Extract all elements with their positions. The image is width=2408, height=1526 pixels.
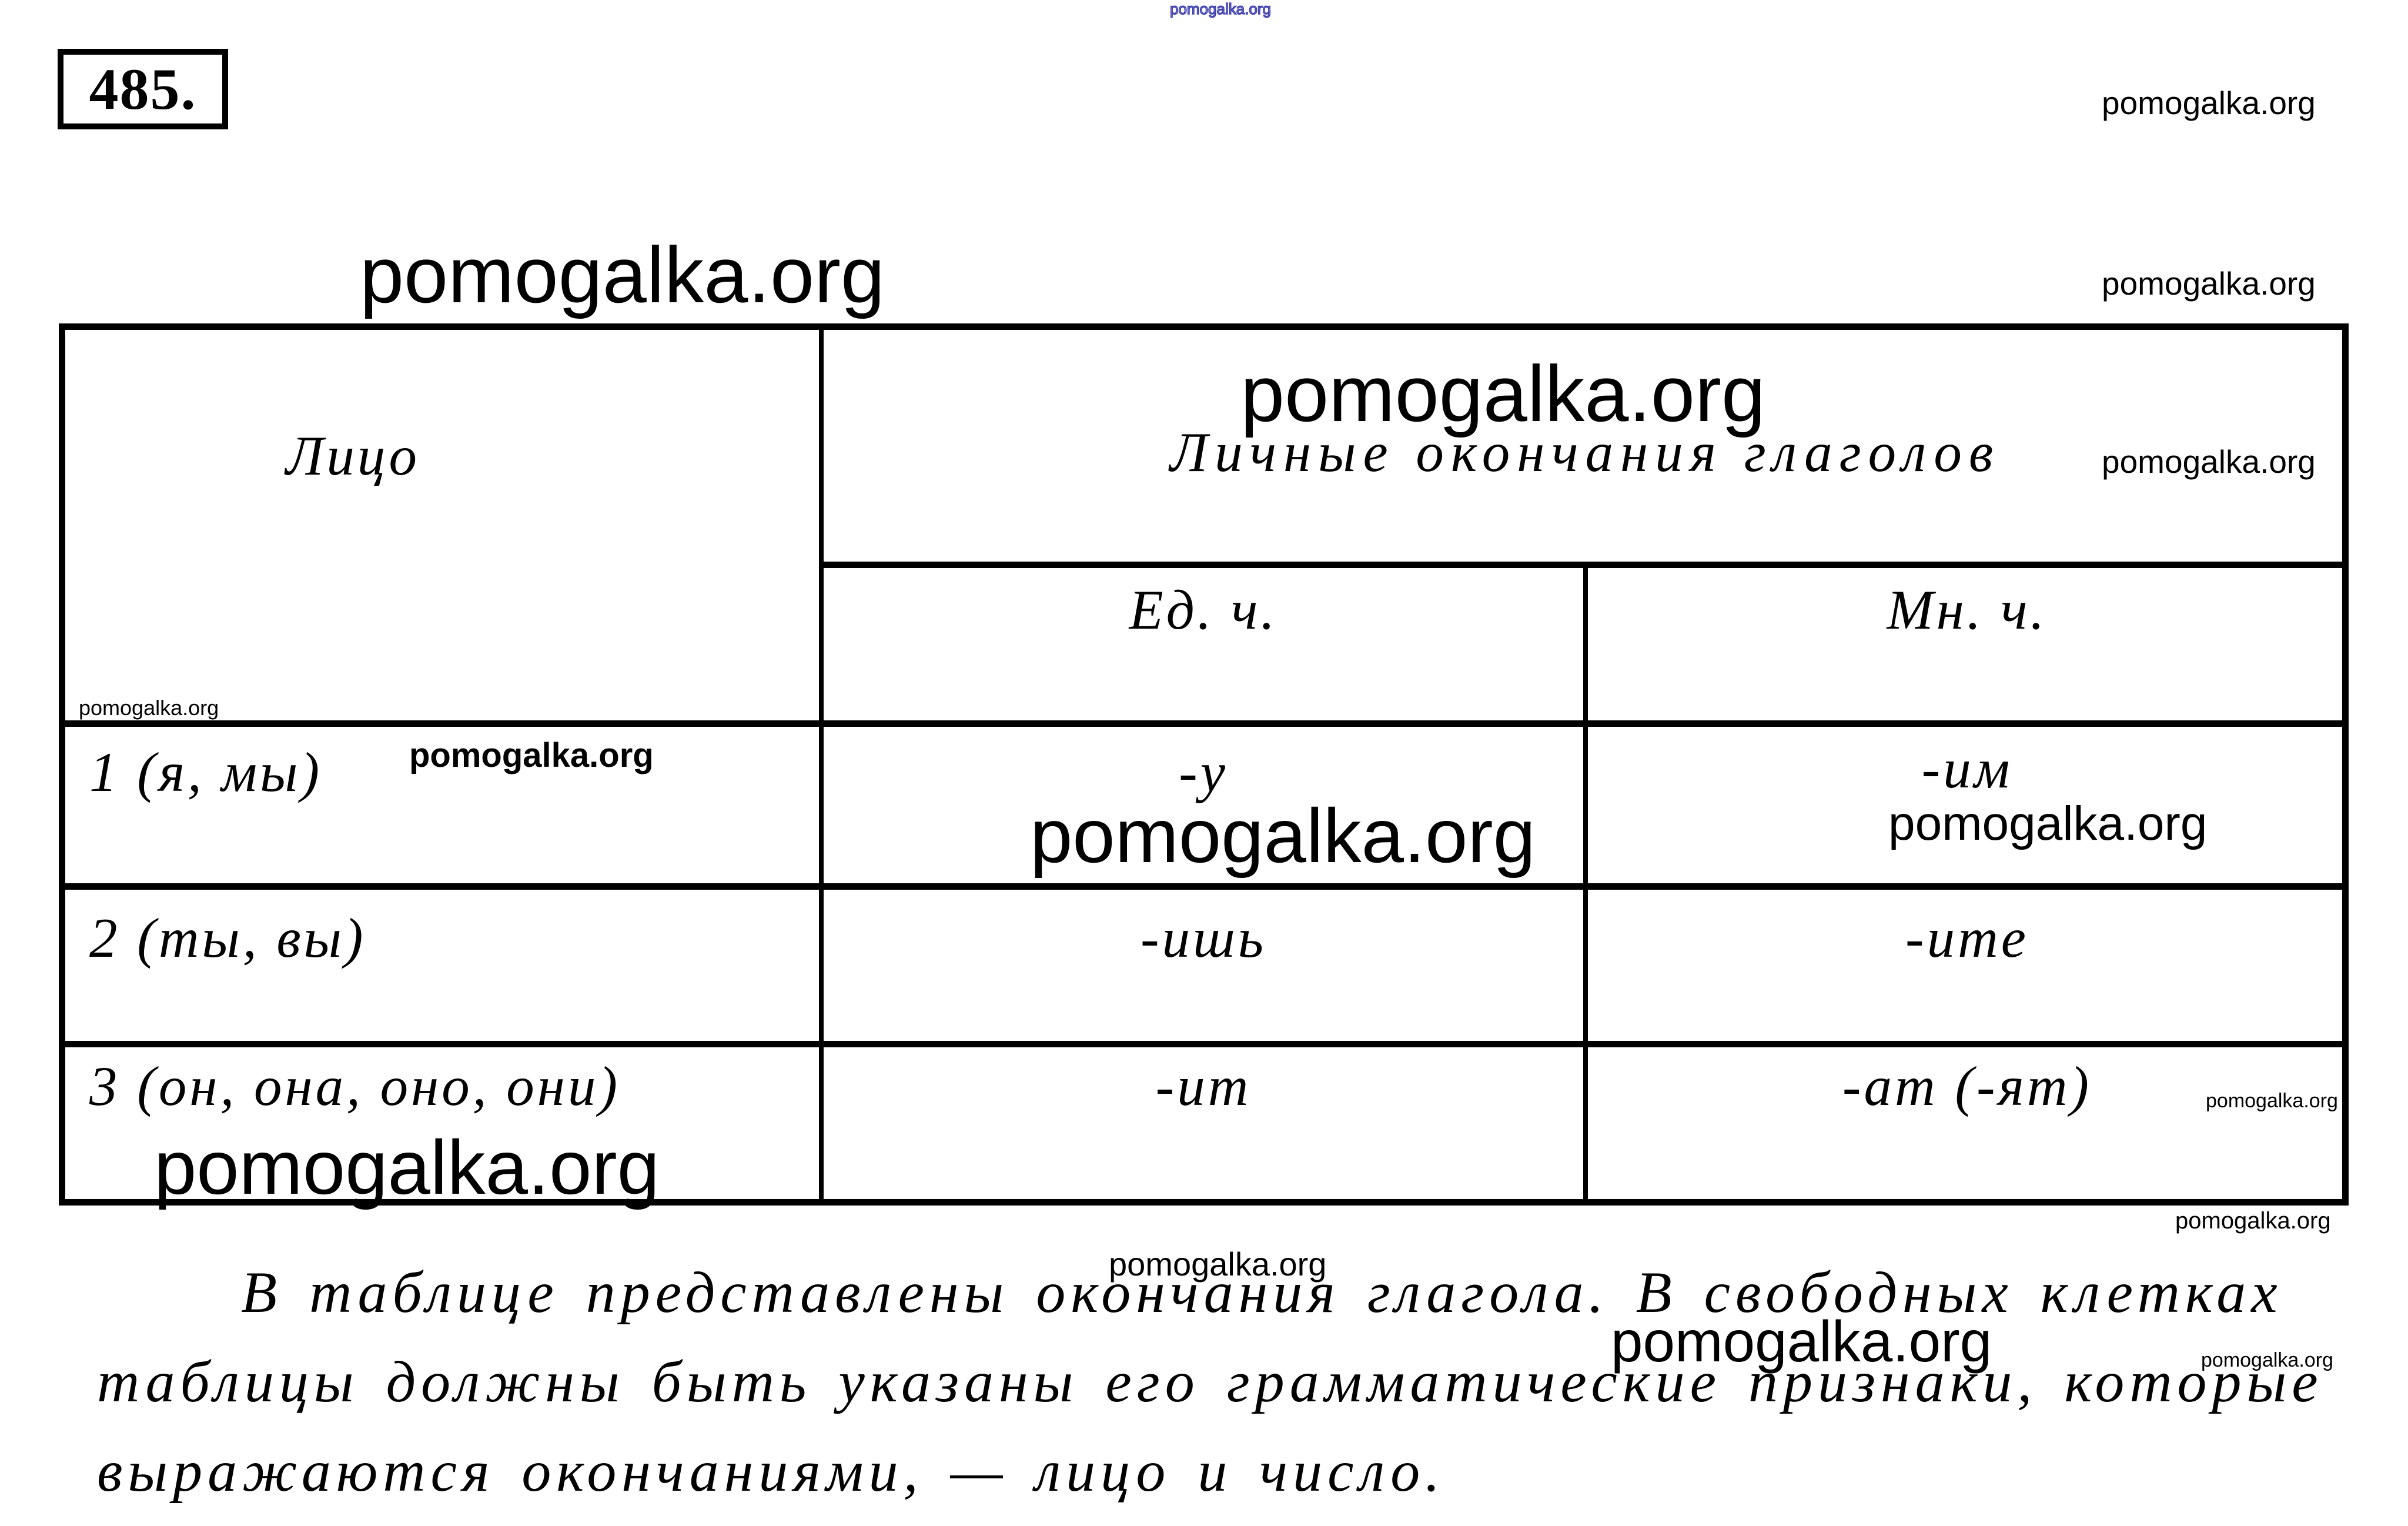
watermark-pomogalka-row3-right: pomogalka.org xyxy=(2206,1090,2338,1112)
table-hline-row2 xyxy=(59,883,2349,890)
table-vline-col1 xyxy=(819,323,824,1206)
watermark-pomogalka-paragraph-mid: pomogalka.org xyxy=(1611,1309,1992,1374)
table-header-plural: Мн. ч. xyxy=(1887,579,2048,641)
watermark-pomogalka-row1-plural: pomogalka.org xyxy=(1888,797,2208,850)
watermark-pomogalka-row1-label: pomogalka.org xyxy=(409,736,654,774)
watermark-pomogalka-paragraph-top: pomogalka.org xyxy=(1109,1245,1327,1283)
table-row3-plural-ending: -ат (-ят) xyxy=(1842,1055,2092,1117)
table-row1-plural-ending: -им xyxy=(1921,737,2013,800)
table-row2-plural-ending: -ите xyxy=(1905,907,2029,969)
table-header-person: Лицо xyxy=(286,425,420,487)
table-outer-border xyxy=(59,323,2349,1206)
watermark-pomogalka-above-table-right: pomogalka.org xyxy=(2102,265,2316,302)
paragraph-line-3: выражаются окончаниями, — лицо и число. xyxy=(97,1438,1446,1504)
watermark-pomogalka-header: pomogalka.org xyxy=(1240,349,1766,438)
table-hline-subheader xyxy=(821,562,2349,568)
table-row3-singular-ending: -ит xyxy=(1155,1055,1252,1117)
watermark-pomogalka-below-table: pomogalka.org xyxy=(2175,1208,2331,1234)
watermark-pomogalka-header-right: pomogalka.org xyxy=(2102,443,2316,480)
watermark-pomogalka-top-blue: pomogalka.org xyxy=(1169,0,1272,18)
paragraph-line-2: таблицы должны быть указаны его граммати… xyxy=(97,1349,2323,1414)
watermark-pomogalka-row1-singular: pomogalka.org xyxy=(1030,793,1536,879)
table-hline-row1 xyxy=(59,720,2349,727)
watermark-pomogalka-row3-label: pomogalka.org xyxy=(154,1124,660,1210)
paragraph-line-1: В таблице представлены окончания глагола… xyxy=(241,1260,2283,1325)
table-hline-row3 xyxy=(59,1041,2349,1047)
exercise-number-box: 485. xyxy=(58,49,228,129)
watermark-pomogalka-top-right: pomogalka.org xyxy=(2102,85,2316,121)
table-row1-singular-ending: -у xyxy=(1179,741,1228,803)
exercise-number: 485. xyxy=(89,56,197,122)
table-row3-label: 3 (он, она, оно, они) xyxy=(89,1055,621,1117)
table-header-title: Личные окончания глаголов xyxy=(1169,421,2001,483)
table-row2-singular-ending: -ишь xyxy=(1140,907,1267,969)
watermark-pomogalka-row1-top-left: pomogalka.org xyxy=(79,696,219,720)
table-row2-label: 2 (ты, вы) xyxy=(89,907,366,969)
watermark-pomogalka-paragraph-right: pomogalka.org xyxy=(2201,1349,2333,1371)
table-row1-label: 1 (я, мы) xyxy=(89,741,323,803)
table-header-singular: Ед. ч. xyxy=(1129,579,1278,641)
watermark-pomogalka-above-table: pomogalka.org xyxy=(360,231,885,319)
